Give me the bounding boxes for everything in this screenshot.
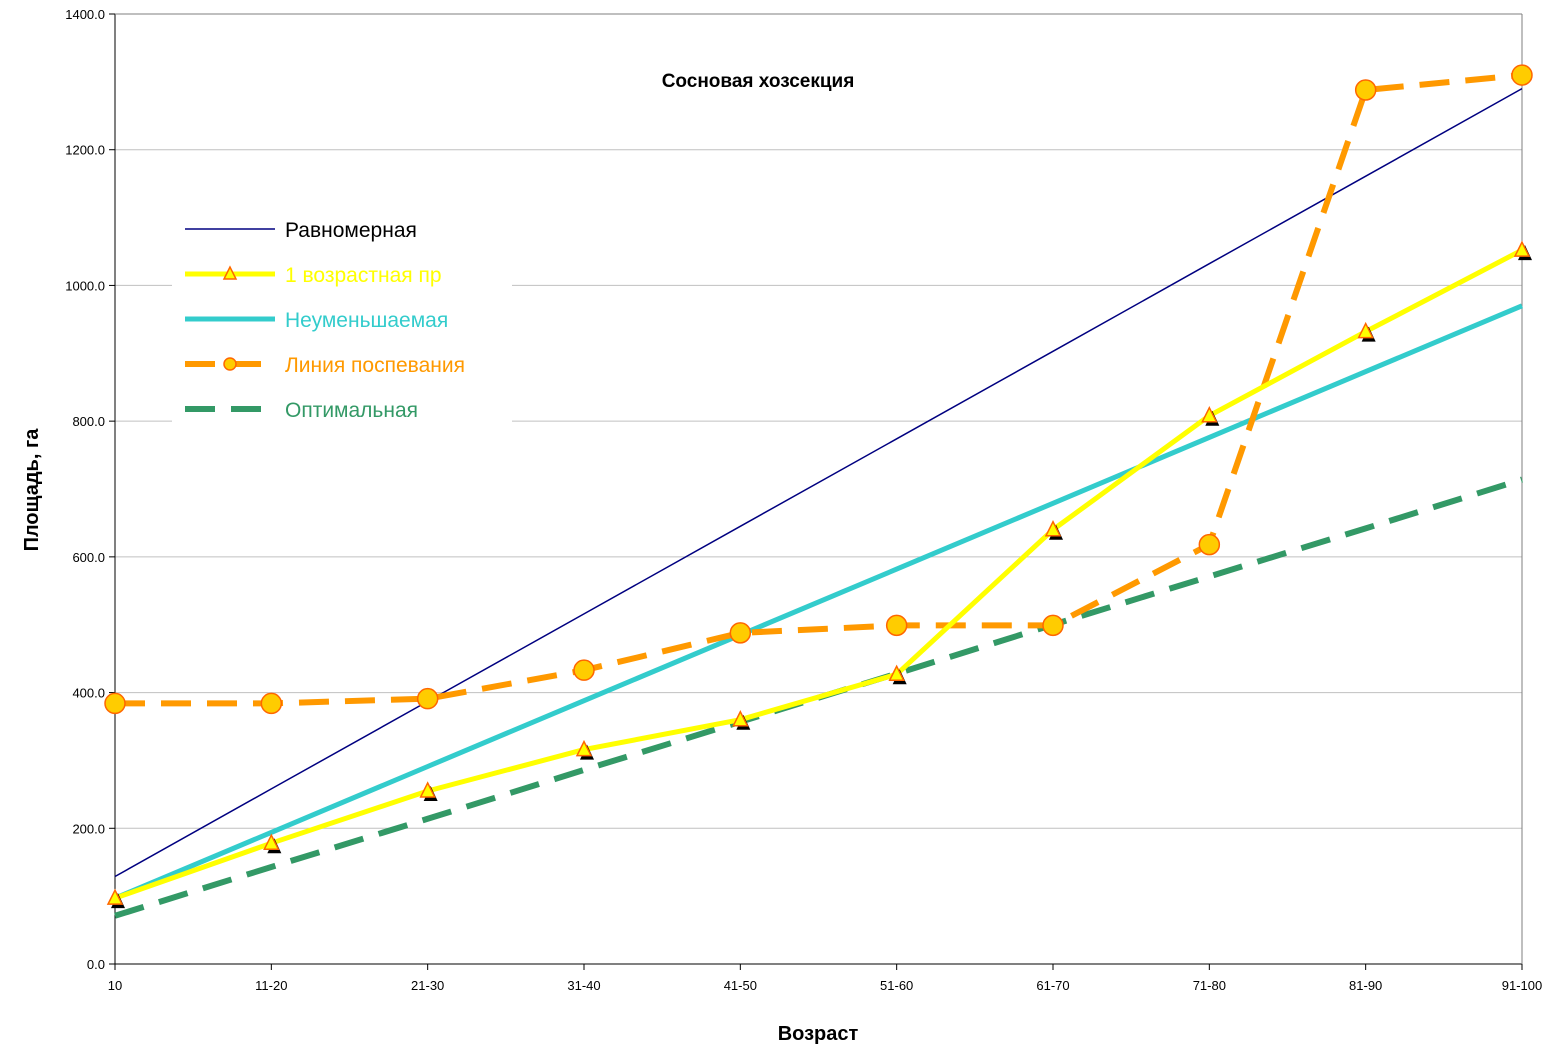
x-axis-title: Возраст: [778, 1023, 859, 1045]
series-3-point: [260, 692, 283, 715]
series-3-point: [885, 614, 908, 637]
series-3-point: [1042, 614, 1064, 637]
series-1-point: [888, 664, 905, 681]
y-tick-label: 400.0: [72, 686, 105, 701]
y-tick-label: 1200.0: [65, 143, 105, 158]
series-1-line: [114, 247, 1524, 901]
x-tick-label: 41-50: [724, 978, 757, 993]
series-1-point: [732, 710, 749, 727]
series-1-point: [106, 888, 124, 905]
series-1-point: [575, 739, 593, 757]
series-3-point: [1198, 533, 1221, 556]
legend-label: 1 возрастная пр: [285, 264, 442, 287]
legend-swatch-marker: [222, 265, 238, 280]
x-tick-label: 71-80: [1193, 978, 1226, 993]
series-0-line: [114, 87, 1523, 878]
series-1-point: [1513, 240, 1531, 257]
x-tick-label: 91-100: [1502, 978, 1542, 993]
legend-label: Неуменьшаемая: [285, 309, 448, 332]
series-3-point: [573, 659, 595, 681]
x-tick-label: 11-20: [255, 978, 287, 993]
series-3-point: [104, 692, 126, 715]
series-markers: [104, 64, 1533, 909]
x-tick-label: 51-60: [880, 978, 913, 993]
series-1-point: [263, 833, 280, 850]
x-tick-label: 61-70: [1036, 978, 1069, 993]
x-tick-label: 10: [108, 978, 122, 993]
axes: 0.0 200.0 400.0 600.0 800.0 1000.0 1200.0 1400.…: [65, 7, 1542, 993]
series-3-line: [115, 72, 1523, 707]
x-tick-label: 31-40: [567, 978, 600, 993]
legend-label: Оптимальная: [285, 399, 418, 422]
y-tick-label: 200.0: [72, 821, 105, 836]
x-tick-label: 81-90: [1349, 978, 1382, 993]
series-1-point: [1044, 520, 1062, 537]
legend: Равномерная 1 возрастная пр Неуменьшаемая Л…: [172, 207, 512, 429]
series-3-point: [416, 687, 439, 710]
legend-label: Линия поспевания: [285, 354, 465, 377]
y-tick-label: 1000.0: [65, 278, 105, 293]
series-3-point: [1354, 79, 1377, 101]
y-tick-label: 0.0: [87, 957, 105, 972]
series-1-point: [419, 781, 436, 798]
series-2-line: [114, 303, 1523, 901]
y-tick-label: 600.0: [72, 550, 105, 565]
labels: Сосновая хозсекция Возраст Площадь, га: [21, 71, 858, 1045]
series-1-point: [1357, 321, 1374, 339]
x-tick-label: 21-30: [411, 978, 444, 993]
series-lines: [114, 72, 1524, 919]
y-tick-label: 1400.0: [65, 7, 105, 22]
legend-swatch-marker: [223, 357, 237, 371]
series-1-point: [1201, 406, 1218, 423]
y-axis-title: Площадь, га: [21, 428, 43, 552]
legend-label: Равномерная: [285, 219, 417, 242]
y-tick-label: 800.0: [72, 414, 105, 429]
series-3-point: [1511, 64, 1533, 86]
series-3-point: [729, 622, 752, 644]
chart-title: Сосновая хозсекция: [662, 71, 855, 92]
